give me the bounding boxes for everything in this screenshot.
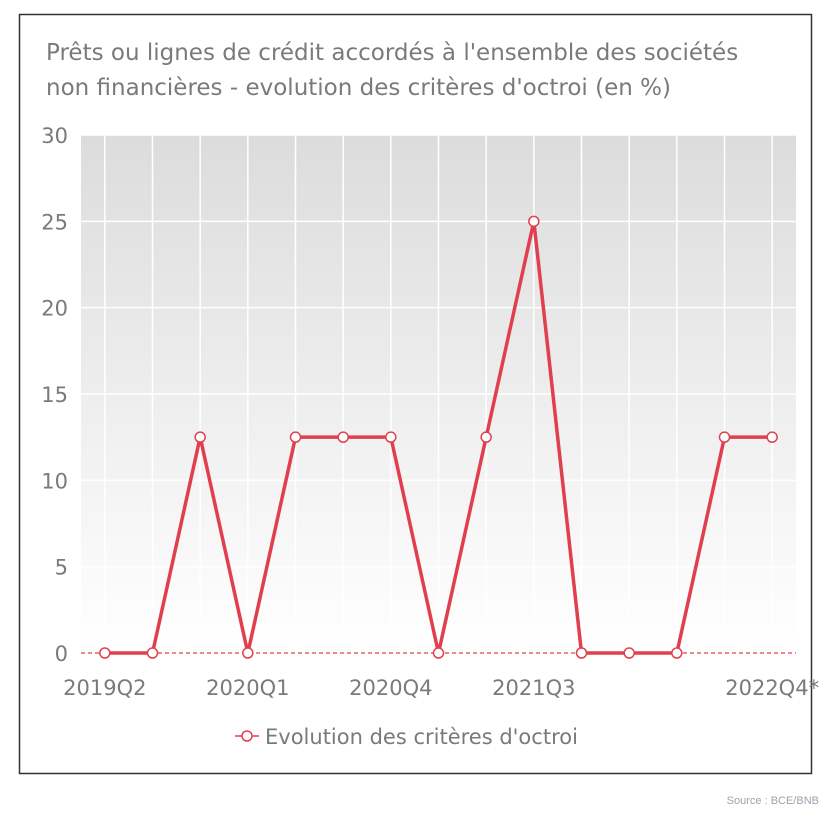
- data-point: [146, 647, 159, 659]
- data-point: [337, 431, 349, 443]
- data-point: [766, 431, 778, 443]
- data-point: [575, 647, 588, 659]
- data-point: [194, 431, 206, 443]
- data-point: [242, 647, 254, 659]
- chart-title-line-1: Prêts ou lignes de crédit accordés à l'e…: [46, 40, 738, 66]
- x-tick-label: 2019Q2: [63, 676, 146, 700]
- legend-label: Evolution des critères d'octroi: [265, 725, 578, 749]
- data-point: [623, 647, 635, 659]
- data-point: [99, 647, 111, 659]
- legend: Evolution des critères d'octroi: [235, 725, 578, 749]
- chart-title-line-2: non financières - evolution des critères…: [46, 75, 671, 101]
- data-point: [718, 431, 731, 443]
- y-tick-label: 5: [55, 556, 68, 580]
- legend-marker-icon: [241, 730, 253, 742]
- y-tick-label: 0: [55, 642, 68, 666]
- y-tick-label: 25: [41, 210, 68, 234]
- data-point: [528, 215, 540, 228]
- data-point: [289, 431, 302, 443]
- x-tick-label: 2022Q4*: [725, 676, 819, 700]
- y-tick-label: 30: [41, 124, 68, 148]
- data-point: [480, 431, 492, 443]
- y-tick-label: 15: [41, 383, 68, 407]
- x-tick-label: 2020Q1: [206, 676, 289, 700]
- data-point: [671, 647, 683, 659]
- x-tick-label: 2021Q3: [492, 676, 575, 700]
- y-tick-label: 20: [41, 297, 68, 321]
- source-note: Source : BCE/BNB: [726, 795, 819, 807]
- y-tick-label: 10: [41, 469, 68, 493]
- x-tick-label: 2020Q4: [349, 676, 432, 700]
- data-point: [385, 431, 397, 443]
- data-point: [432, 647, 445, 659]
